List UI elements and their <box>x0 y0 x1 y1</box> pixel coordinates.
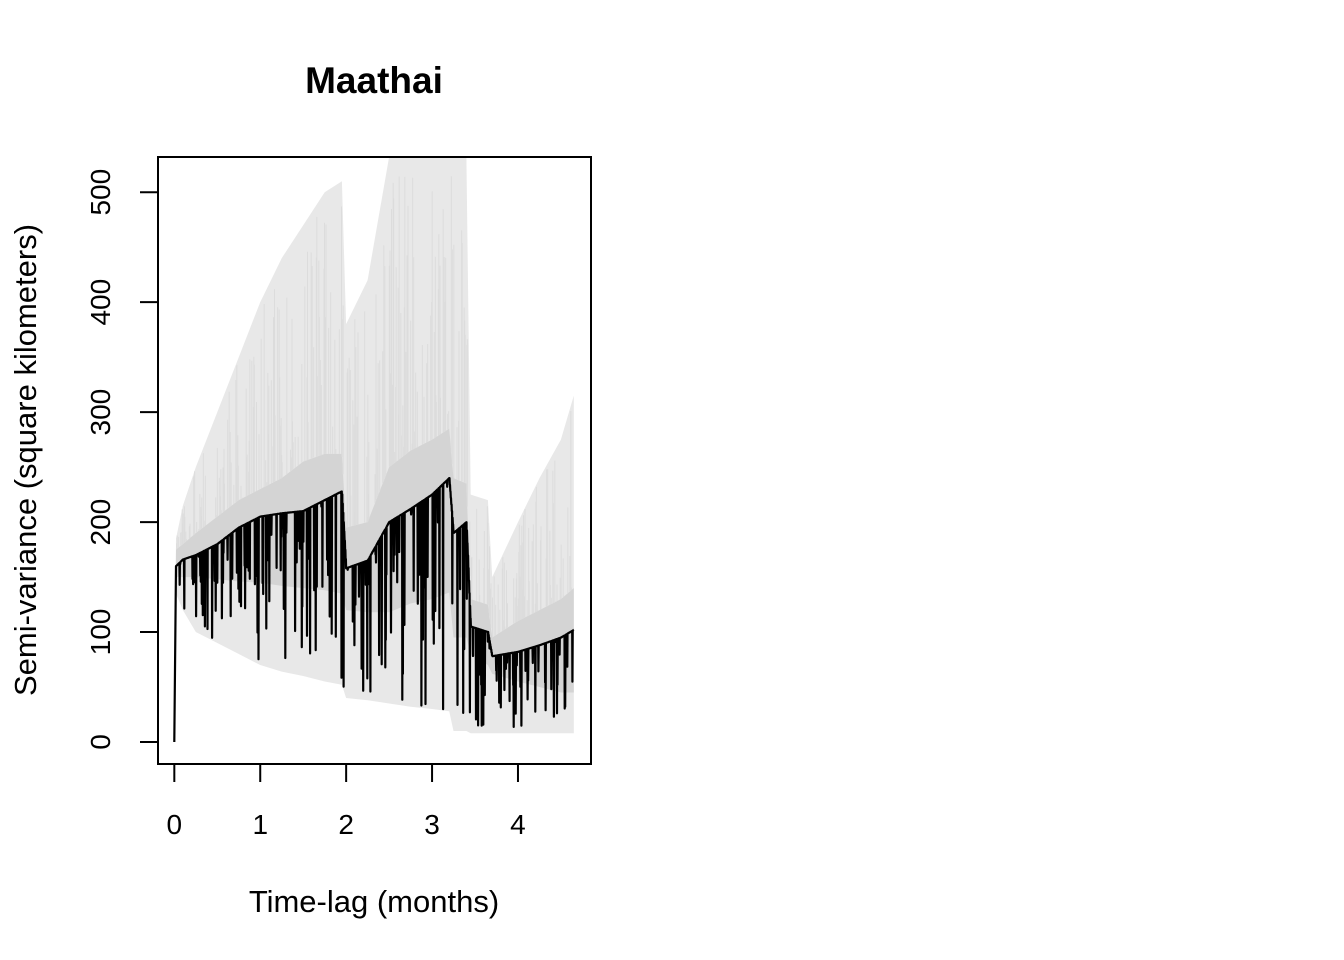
y-axis-label: Semi-variance (square kilometers) <box>8 224 43 696</box>
x-tick-label: 4 <box>510 809 526 840</box>
y-tick-label: 500 <box>85 169 116 216</box>
y-axis: 0 100 200 300 400 500 <box>85 169 159 750</box>
x-tick-label: 3 <box>424 809 440 840</box>
x-axis-label: Time-lag (months) <box>249 884 499 919</box>
x-axis: 0 1 2 3 4 <box>167 763 526 840</box>
chart-title: Maathai <box>305 60 443 101</box>
x-tick-label: 1 <box>252 809 268 840</box>
y-tick-label: 300 <box>85 389 116 436</box>
inner-confidence-band <box>174 428 574 742</box>
y-tick-label: 0 <box>85 734 116 750</box>
y-tick-label: 200 <box>85 499 116 546</box>
y-tick-label: 100 <box>85 609 116 656</box>
y-tick-label: 400 <box>85 279 116 326</box>
plot-area <box>173 157 575 743</box>
x-tick-label: 2 <box>338 809 354 840</box>
semi-variance-line <box>173 477 575 743</box>
x-tick-label: 0 <box>167 809 183 840</box>
variance-spikes <box>176 176 572 638</box>
